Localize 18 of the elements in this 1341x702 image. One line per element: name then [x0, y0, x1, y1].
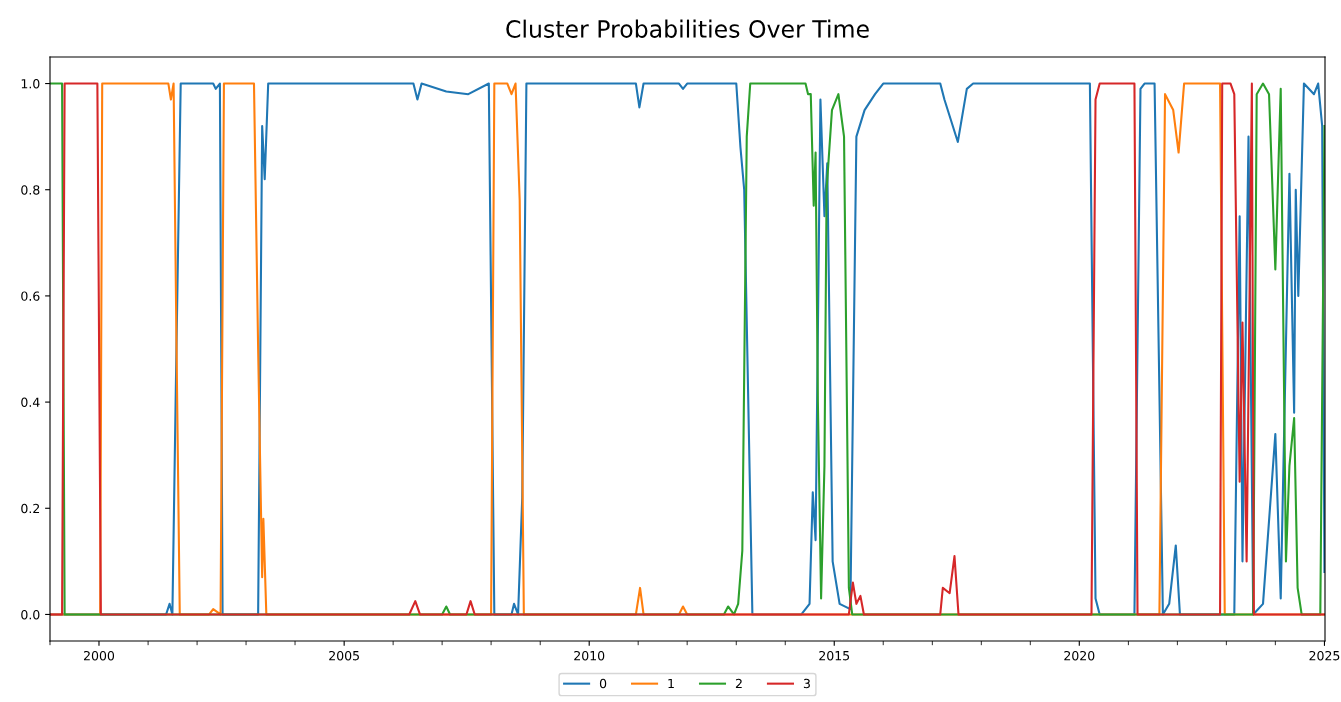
x-tick-label: 2005: [329, 650, 359, 661]
x-tick-label: 2010: [574, 650, 605, 661]
y-tick-label: 0.4: [21, 397, 40, 408]
legend-label: 2: [735, 678, 742, 689]
legend-label: 3: [803, 678, 810, 689]
y-tick-label: 0.8: [21, 185, 40, 195]
x-tick-label: 2000: [83, 650, 115, 661]
legend-label: 1: [668, 678, 674, 689]
x-tick-label: 2015: [819, 650, 850, 661]
x-tick-label: 2020: [1064, 650, 1095, 661]
y-tick-label: 1.0: [21, 79, 40, 89]
y-tick-label: 0.0: [21, 609, 40, 620]
y-tick-label: 0.6: [21, 291, 40, 301]
x-tick-label: 2025: [1309, 650, 1340, 661]
legend-label: 0: [599, 678, 607, 689]
y-tick-label: 0.2: [21, 503, 40, 514]
line-series: [50, 82, 1325, 616]
chart-title: Cluster Probabilities Over Time: [506, 19, 869, 38]
